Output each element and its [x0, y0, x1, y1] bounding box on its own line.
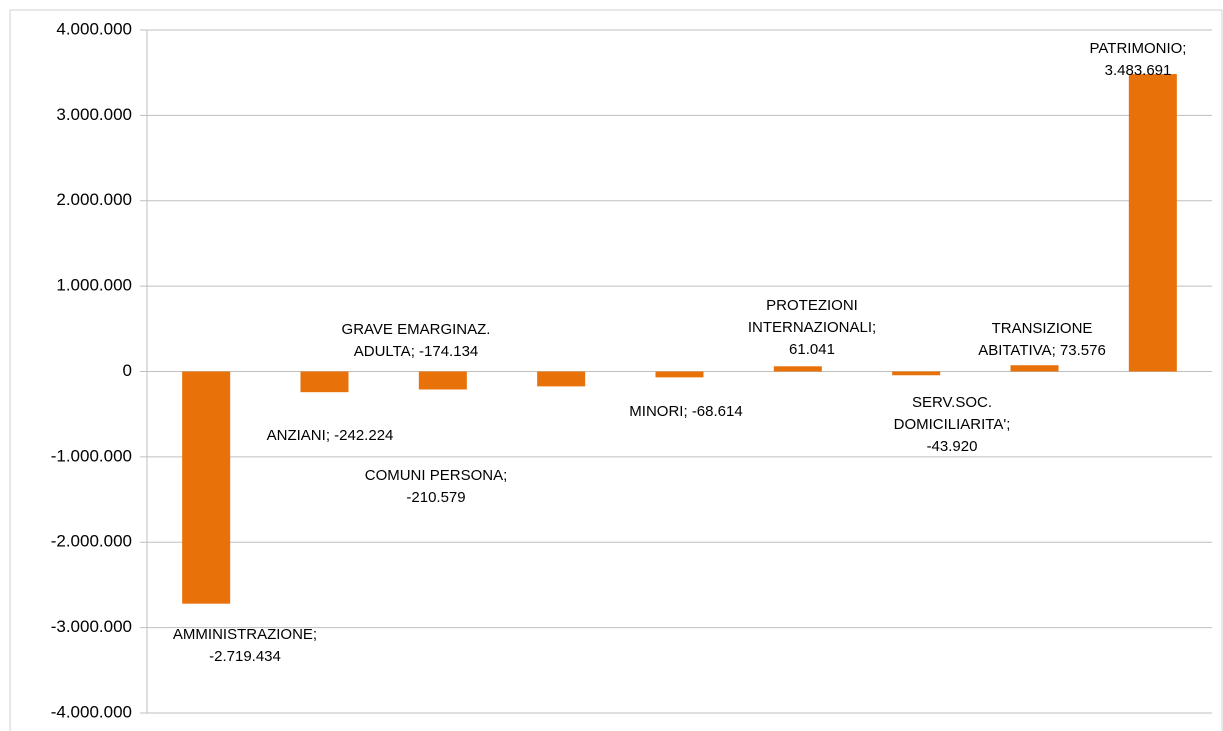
- data-label-category: COMUNI PERSONA: [364, 467, 504, 484]
- data-label-category: SERV.SOC. DOMICILIARITA': [893, 394, 1007, 433]
- data-label: TRANSIZIONE ABITATIVA; 73.576: [972, 318, 1112, 362]
- data-label-separator: ;: [1182, 40, 1187, 57]
- data-label-value: 3.483.691: [1104, 62, 1172, 79]
- data-label-separator: ;: [325, 427, 330, 444]
- data-label-separator: ;: [410, 343, 415, 360]
- data-label-value: -43.920: [926, 438, 978, 455]
- y-tick-label: -3.000.000: [51, 617, 132, 636]
- data-label-separator: ;: [872, 319, 877, 336]
- data-label-value: 73.576: [1059, 342, 1106, 359]
- data-label: PATRIMONIO; 3.483.691: [1078, 38, 1198, 82]
- data-label-value: -68.614: [691, 403, 743, 420]
- bar: [1010, 365, 1059, 372]
- bar: [892, 371, 941, 376]
- data-label-category: AMMINISTRAZIONE: [172, 626, 313, 643]
- data-label-separator: ;: [1006, 416, 1011, 433]
- y-tick-label: 3.000.000: [56, 105, 132, 124]
- data-label-value: -2.719.434: [209, 648, 281, 665]
- data-label: AMMINISTRAZIONE; -2.719.434: [145, 624, 345, 668]
- bar: [773, 366, 822, 372]
- bar: [655, 371, 704, 378]
- data-label: PROTEZIONI INTERNAZIONALI; 61.041: [737, 295, 887, 361]
- bar: [182, 371, 231, 604]
- data-label-category: TRANSIZIONE ABITATIVA: [978, 320, 1093, 359]
- data-label: COMUNI PERSONA; -210.579: [341, 465, 531, 509]
- data-label-separator: ;: [312, 626, 318, 643]
- y-tick-label: -1.000.000: [51, 446, 132, 465]
- y-tick-label: 2.000.000: [56, 190, 132, 209]
- data-label: GRAVE EMARGINAZ. ADULTA; -174.134: [331, 319, 501, 363]
- data-label-value: -210.579: [406, 489, 466, 506]
- data-label-category: PROTEZIONI INTERNAZIONALI: [747, 297, 872, 336]
- data-label-separator: ;: [503, 467, 508, 484]
- bar: [537, 371, 586, 387]
- data-label-category: PATRIMONIO: [1089, 40, 1183, 57]
- data-label-separator: ;: [1051, 342, 1056, 359]
- data-label-value: -242.224: [334, 427, 394, 444]
- bar: [418, 371, 467, 390]
- data-label-value: 61.041: [789, 341, 835, 358]
- bar: [1128, 74, 1177, 372]
- data-label-category: ANZIANI: [266, 427, 326, 444]
- data-label-separator: ;: [683, 403, 688, 420]
- data-label-category: GRAVE EMARGINAZ. ADULTA: [341, 321, 491, 360]
- y-tick-label: 1.000.000: [56, 276, 132, 295]
- data-label: ANZIANI; -242.224: [230, 425, 430, 447]
- data-label: MINORI; -68.614: [586, 401, 786, 423]
- data-label-category: MINORI: [629, 403, 684, 420]
- bar: [300, 371, 349, 393]
- data-label-value: -174.134: [419, 343, 479, 360]
- data-label: SERV.SOC. DOMICILIARITA'; -43.920: [877, 392, 1027, 458]
- y-tick-label: -4.000.000: [51, 702, 132, 721]
- y-tick-label: 0: [123, 361, 132, 380]
- y-tick-label: 4.000.000: [56, 19, 132, 38]
- y-tick-label: -2.000.000: [51, 532, 132, 551]
